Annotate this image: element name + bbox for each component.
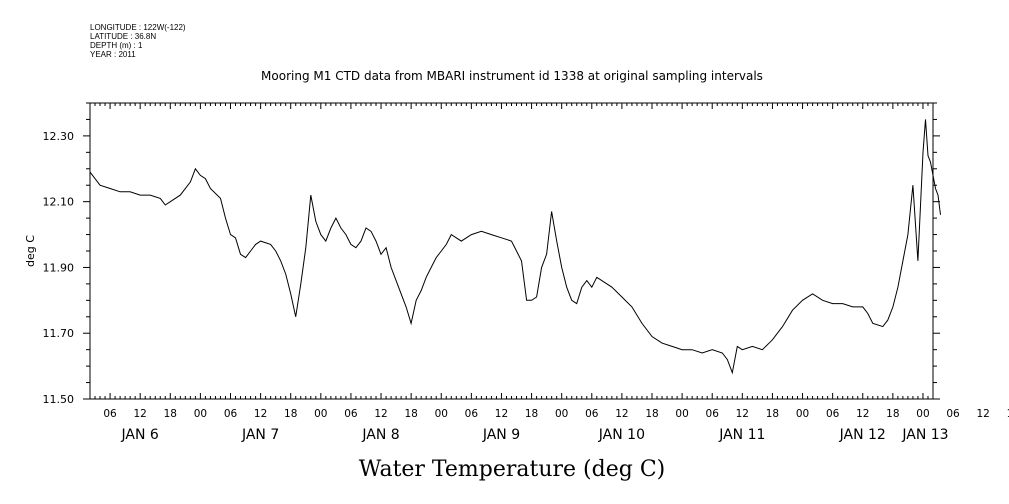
x-hour-label: 06 bbox=[946, 408, 960, 420]
x-hour-label: 12 bbox=[615, 408, 628, 420]
year-text: YEAR : 2011 bbox=[90, 50, 136, 59]
x-hour-label: 06 bbox=[465, 408, 479, 420]
x-day-labels: JAN 6 JAN 7 JAN 8 JAN 9 JAN 10 JAN 11 JAN 12 JA… bbox=[121, 427, 949, 443]
x-hour-label: 00 bbox=[555, 408, 568, 420]
y-axis-label: deg C bbox=[24, 235, 37, 267]
x-day-label: JAN 10 bbox=[598, 427, 645, 443]
x-hour-label: 06 bbox=[344, 408, 358, 420]
y-tick-labels: 11.50 11.70 11.90 12.10 12.30 bbox=[43, 130, 75, 406]
x-day-label: JAN 11 bbox=[718, 427, 765, 443]
y-tick-label: 11.50 bbox=[43, 393, 75, 406]
x-day-label: JAN 13 bbox=[901, 427, 948, 443]
x-hour-labels: 06 12 18 00 06 12 18 00 06 12 18 00 06 12 18 00 06 12 18 00… bbox=[103, 408, 1009, 420]
x-hour-label: 12 bbox=[254, 408, 267, 420]
x-hour-label: 06 bbox=[585, 408, 599, 420]
longitude-text: LONGITUDE : 122W(-122) bbox=[90, 23, 186, 32]
x-hour-label: 18 bbox=[766, 408, 779, 420]
x-hour-label: 00 bbox=[194, 408, 207, 420]
x-day-label: JAN 7 bbox=[241, 427, 279, 443]
x-hour-label: 12 bbox=[374, 408, 387, 420]
chart-title: Mooring M1 CTD data from MBARI instrumen… bbox=[261, 69, 763, 83]
series-lines bbox=[89, 119, 941, 375]
x-hour-label: 18 bbox=[645, 408, 658, 420]
x-hour-label: 18 bbox=[284, 408, 297, 420]
x-hour-label: 12 bbox=[133, 408, 146, 420]
metadata-block: LONGITUDE : 122W(-122) LATITUDE : 36.8N … bbox=[90, 23, 186, 59]
latitude-text: LATITUDE : 36.8N bbox=[90, 32, 156, 41]
x-hour-label: 18 bbox=[525, 408, 538, 420]
x-hour-label: 00 bbox=[916, 408, 929, 420]
x-hour-label: 18 bbox=[164, 408, 177, 420]
x-hour-label: 06 bbox=[103, 408, 117, 420]
axis-ticks bbox=[83, 102, 940, 400]
x-hour-label: 06 bbox=[826, 408, 840, 420]
x-hour-label: 12 bbox=[736, 408, 749, 420]
x-hour-label: 06 bbox=[706, 408, 720, 420]
x-hour-label: 00 bbox=[796, 408, 809, 420]
x-day-label: JAN 9 bbox=[482, 427, 520, 443]
x-hour-label: 06 bbox=[224, 408, 238, 420]
x-day-label: JAN 12 bbox=[839, 427, 886, 443]
y-tick-label: 11.70 bbox=[43, 327, 75, 340]
x-axis-label: Water Temperature (deg C) bbox=[359, 457, 666, 482]
x-hour-label: 12 bbox=[856, 408, 869, 420]
y-tick-label: 11.90 bbox=[43, 261, 75, 274]
x-hour-label: 00 bbox=[675, 408, 688, 420]
series-line bbox=[89, 119, 941, 375]
x-day-label: JAN 8 bbox=[361, 427, 399, 443]
x-hour-label: 00 bbox=[435, 408, 448, 420]
x-hour-label: 18 bbox=[886, 408, 899, 420]
x-hour-label: 18 bbox=[404, 408, 417, 420]
depth-text: DEPTH (m) : 1 bbox=[90, 41, 143, 50]
plot-frame bbox=[89, 102, 934, 400]
y-tick-label: 12.10 bbox=[43, 196, 75, 209]
y-tick-label: 12.30 bbox=[43, 130, 75, 143]
x-hour-label: 00 bbox=[314, 408, 327, 420]
x-hour-label: 18 bbox=[1007, 408, 1009, 420]
x-hour-label: 12 bbox=[495, 408, 508, 420]
x-hour-label: 12 bbox=[976, 408, 989, 420]
x-day-label: JAN 6 bbox=[121, 427, 159, 443]
